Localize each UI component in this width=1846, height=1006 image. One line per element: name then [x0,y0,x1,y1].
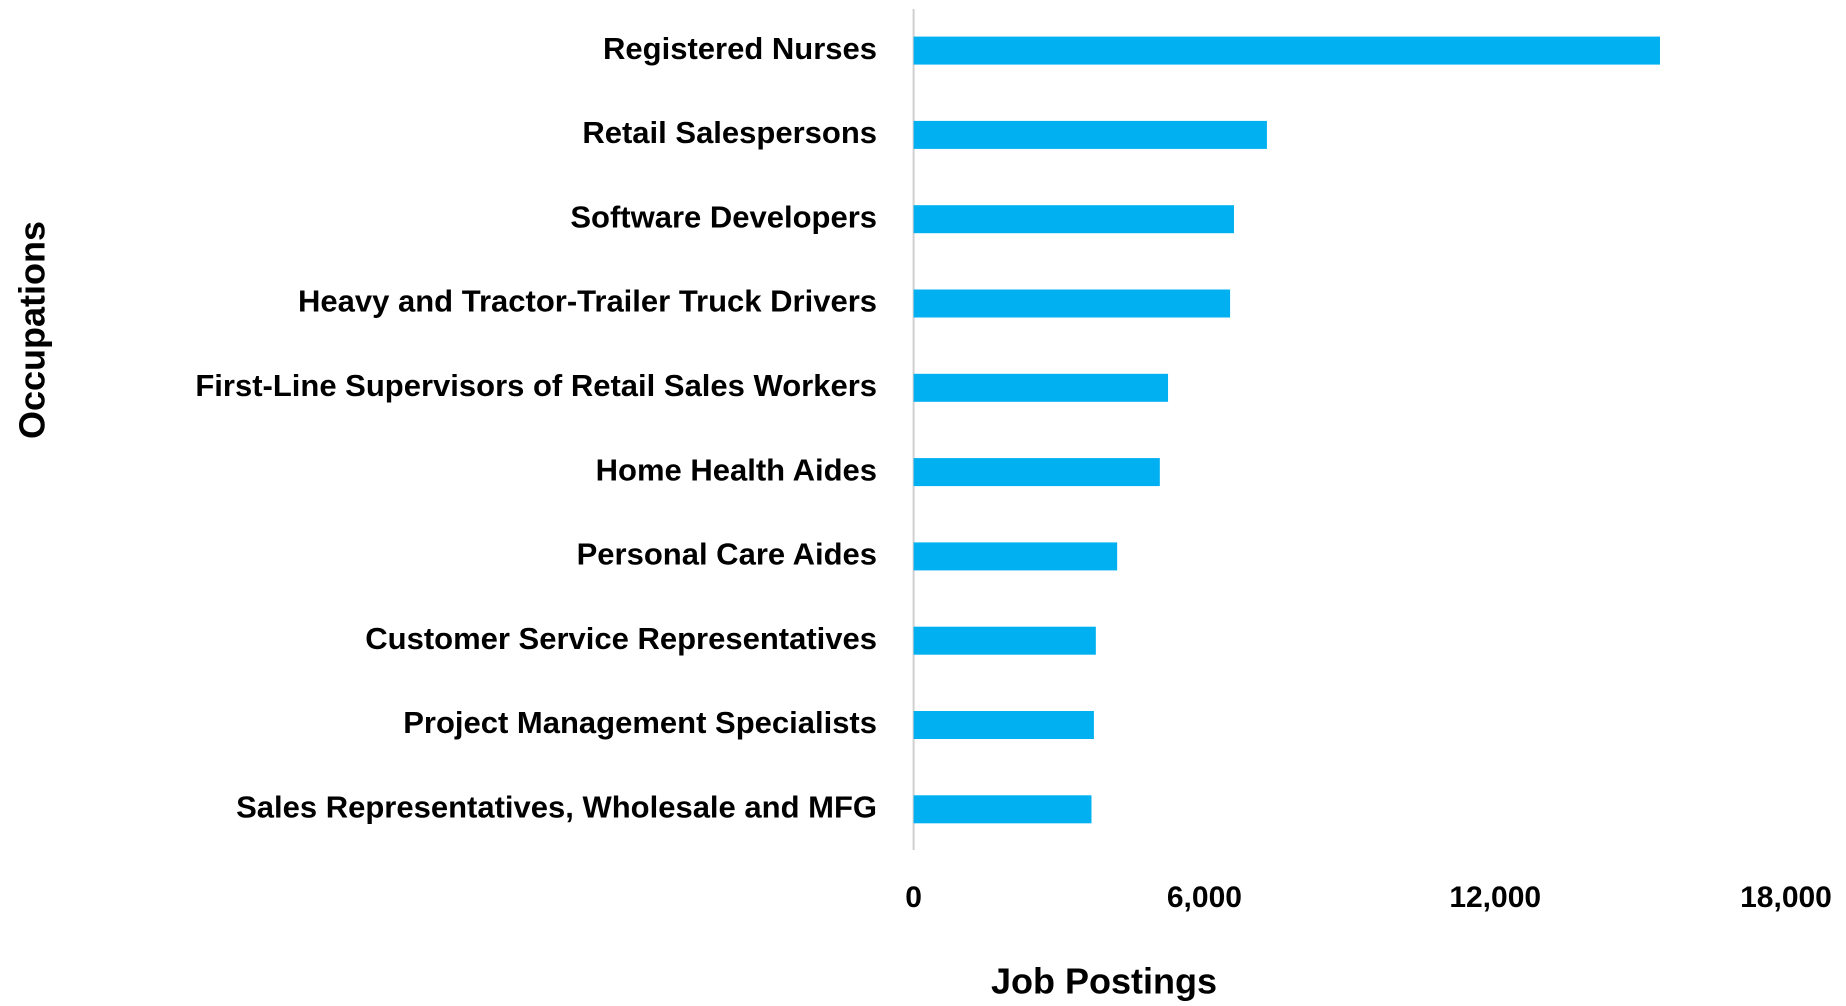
bar [913,36,1660,65]
x-tick-label: 0 [905,881,922,914]
x-axis-title: Job Postings [991,961,1217,1002]
y-tick-label: Project Management Specialists [403,705,877,740]
y-tick-label: Home Health Aides [596,452,877,487]
y-tick-label: Heavy and Tractor-Trailer Truck Drivers [298,284,877,319]
bar [913,373,1169,402]
x-tick-label: 18,000 [1740,881,1832,914]
y-tick-label: Retail Salespersons [582,115,877,150]
bar [913,626,1096,655]
bar [913,795,1092,824]
y-tick-label: Software Developers [570,199,877,234]
bar [913,205,1234,234]
bar [913,542,1118,571]
y-tick-label: First-Line Supervisors of Retail Sales W… [195,368,877,403]
bar [913,120,1267,149]
x-tick-label: 12,000 [1449,881,1541,914]
y-axis-title: Occupations [12,221,53,439]
y-tick-label: Personal Care Aides [577,537,877,572]
y-tick-label: Registered Nurses [603,31,877,66]
bar [913,289,1231,318]
bar [913,711,1094,739]
x-tick-label: 6,000 [1167,881,1242,914]
y-tick-label: Customer Service Representatives [365,621,877,656]
y-tick-label: Sales Representatives, Wholesale and MFG [236,789,877,824]
bar [913,458,1160,487]
